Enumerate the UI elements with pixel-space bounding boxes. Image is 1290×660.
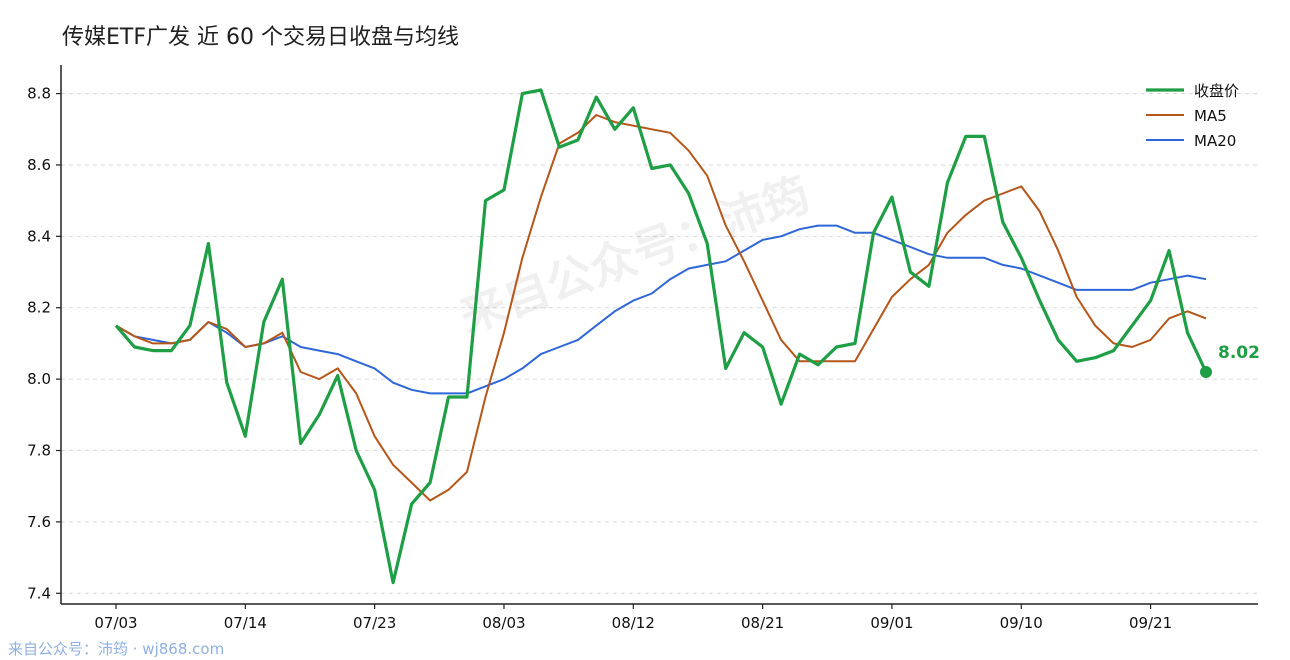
series-group <box>114 88 1208 585</box>
axes: 7.4 7.6 7.8 8.0 8.2 8.4 8.6 8.8 07/03 07/14 07/23 0… <box>27 65 1258 632</box>
y-tick-label: 8.2 <box>27 299 51 317</box>
x-tick-label: 08/12 <box>612 614 655 632</box>
y-tick-label: 8.0 <box>27 370 51 388</box>
x-tick-label: 07/03 <box>94 614 137 632</box>
legend-ma5-label: MA5 <box>1194 107 1227 125</box>
x-tick-label: 08/21 <box>741 614 784 632</box>
y-tick-label: 8.8 <box>27 85 51 103</box>
last-point-marker <box>1200 365 1212 378</box>
last-value-label: 8.02 <box>1218 343 1260 363</box>
close-price-line <box>114 88 1208 585</box>
x-tick-label: 09/21 <box>1129 614 1172 632</box>
x-tick-label: 09/01 <box>870 614 913 632</box>
x-tick-label: 07/23 <box>353 614 396 632</box>
ma5-line <box>115 114 1207 502</box>
legend-ma20-label: MA20 <box>1194 132 1236 150</box>
y-tick-label: 7.6 <box>27 513 51 531</box>
legend: 收盘价 MA5 MA20 <box>1146 82 1239 150</box>
footer-watermark: 来自公众号：沛筠 · wj868.com <box>8 640 225 658</box>
x-tick-label: 07/14 <box>224 614 267 632</box>
x-tick-label: 08/03 <box>482 614 525 632</box>
y-tick-label: 7.8 <box>27 442 51 460</box>
ma20-line <box>115 224 1207 395</box>
legend-close-label: 收盘价 <box>1194 82 1239 100</box>
x-tick-label: 09/10 <box>1000 614 1043 632</box>
chart-title: 传媒ETF广发 近 60 个交易日收盘与均线 <box>62 25 459 50</box>
y-tick-label: 8.6 <box>27 156 51 174</box>
y-tick-label: 7.4 <box>27 584 51 602</box>
y-tick-label: 8.4 <box>27 227 51 245</box>
